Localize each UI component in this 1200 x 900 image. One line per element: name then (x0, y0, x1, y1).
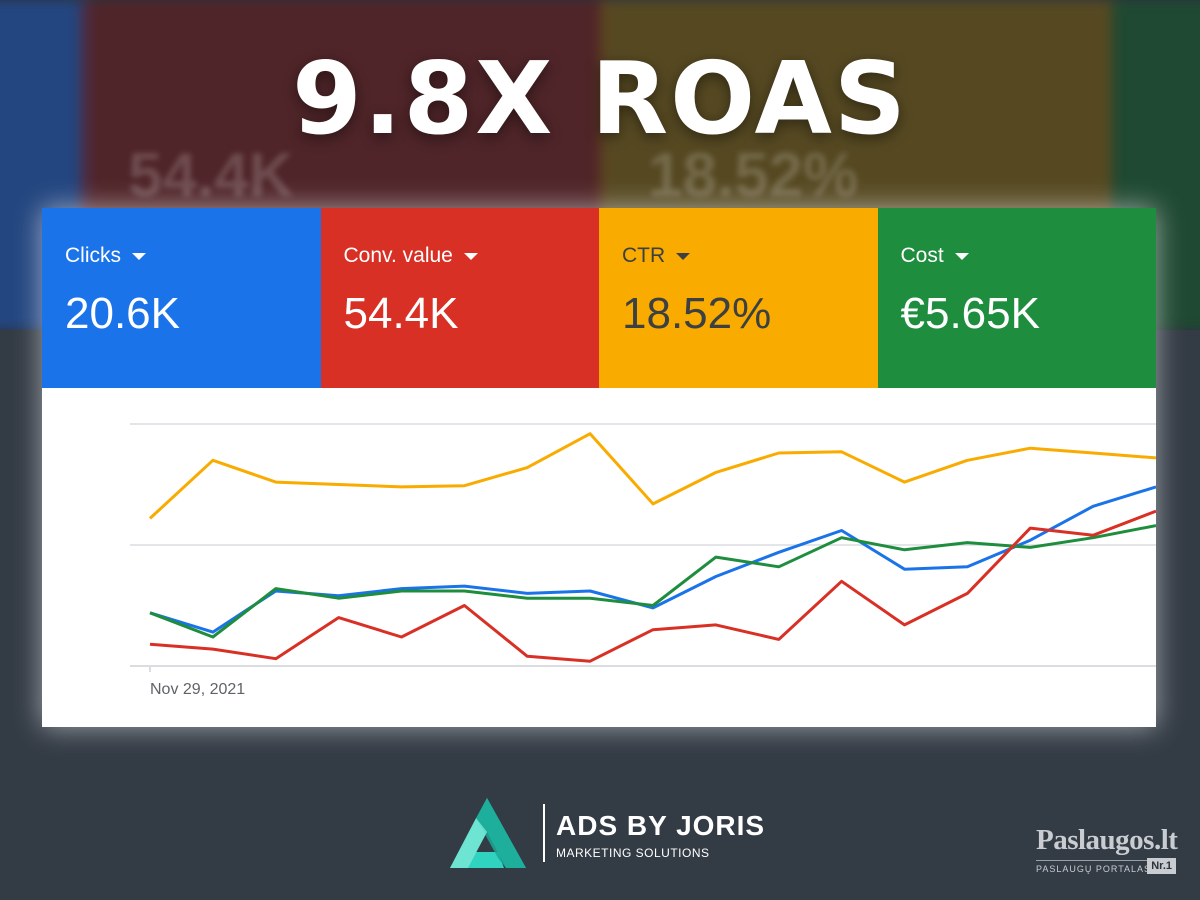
metric-tab-ctr[interactable]: CTR 18.52% (599, 208, 878, 388)
series-line-ctr[interactable] (148, 432, 1156, 520)
portal-subtitle: PASLAUGŲ PORTALAS (1036, 860, 1152, 874)
metric-value: 18.52% (622, 289, 772, 338)
ads-by-joris-logo-icon (450, 798, 526, 868)
bg-ghost-value: 54.4K (128, 141, 294, 210)
metric-label: Conv. value (343, 244, 453, 267)
metric-label: CTR (622, 244, 666, 267)
metric-label: Cost (900, 244, 944, 267)
metric-tab-clicks[interactable]: Clicks 20.6K (42, 208, 321, 388)
metric-header: Conv. value (344, 244, 600, 268)
dropdown-caret-icon[interactable] (132, 252, 146, 260)
dropdown-caret-icon[interactable] (954, 252, 969, 260)
metric-tab-conv-value[interactable]: Conv. value 54.4K (320, 208, 600, 388)
metric-value: 20.6K (65, 289, 180, 338)
metric-header: Clicks (65, 244, 321, 268)
performance-card: Clicks 20.6K Conv. value 54.4K CTR 18.52… (42, 208, 1156, 727)
x-tick-label: Nov 29, 2021 (150, 681, 245, 698)
metric-value: 54.4K (343, 289, 459, 338)
metric-label: Clicks (65, 244, 121, 267)
metric-header: CTR (622, 244, 878, 268)
metric-tabs: Clicks 20.6K Conv. value 54.4K CTR 18.52… (42, 208, 1156, 388)
series-line-clicks[interactable] (149, 485, 1156, 634)
series-line-conv-value[interactable] (149, 509, 1156, 663)
portal-name: Paslaugos.lt (1036, 824, 1178, 856)
headline: 9.8X ROAS (292, 40, 908, 157)
series-line-cost[interactable] (149, 524, 1156, 639)
metric-header: Cost (901, 244, 1157, 268)
brand-block: ADS BY JORIS MARKETING SOLUTIONS (446, 796, 776, 876)
dropdown-caret-icon[interactable] (463, 252, 478, 260)
portal-watermark: Paslaugos.lt PASLAUGŲ PORTALAS Nr.1 (1036, 824, 1178, 880)
performance-line-chart: Nov 29, 2021 (130, 423, 1156, 698)
brand-name: ADS BY JORIS (556, 810, 766, 841)
metric-value: €5.65K (900, 289, 1040, 338)
brand-tagline: MARKETING SOLUTIONS (556, 846, 710, 860)
portal-badge: Nr.1 (1147, 858, 1176, 874)
dropdown-caret-icon[interactable] (676, 252, 691, 260)
bg-ghost-value: 18.52% (648, 141, 859, 210)
brand-divider (543, 804, 545, 862)
metric-tab-cost[interactable]: Cost €5.65K (877, 208, 1157, 388)
